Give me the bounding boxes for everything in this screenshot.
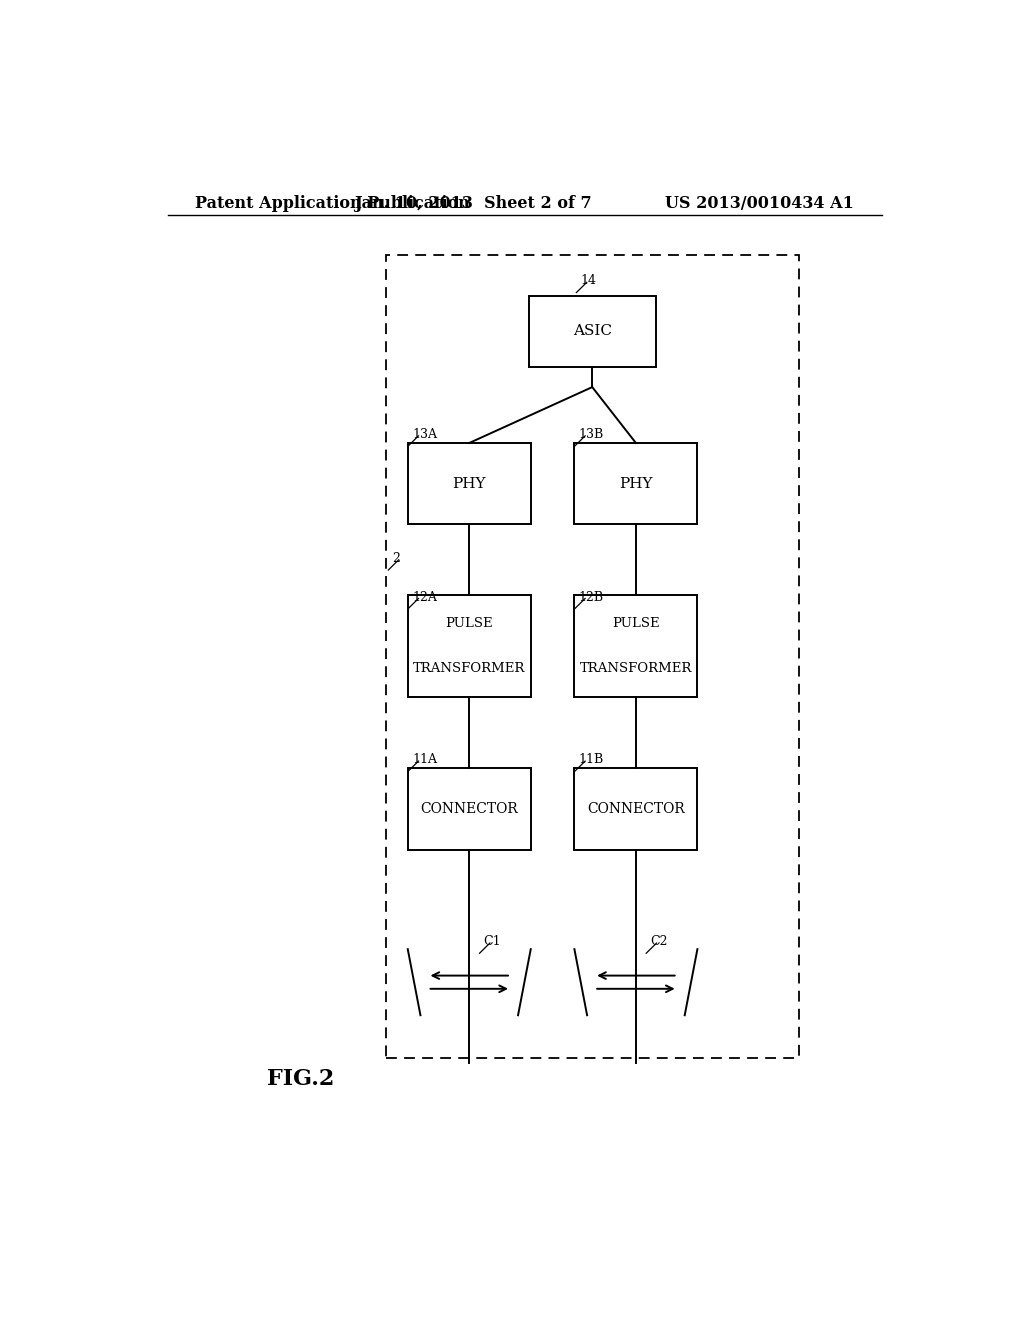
Text: CONNECTOR: CONNECTOR [421, 801, 518, 816]
Text: ASIC: ASIC [572, 325, 611, 338]
Text: C1: C1 [483, 935, 501, 948]
Text: PULSE: PULSE [445, 618, 494, 631]
Bar [408, 595, 530, 697]
Text: 2: 2 [392, 552, 400, 565]
Bar [574, 595, 697, 697]
Text: TRANSFORMER: TRANSFORMER [580, 663, 692, 675]
Text: 12A: 12A [412, 590, 437, 603]
Text: Jan. 10, 2013  Sheet 2 of 7: Jan. 10, 2013 Sheet 2 of 7 [354, 194, 592, 211]
Bar [574, 768, 697, 850]
Text: 11B: 11B [579, 754, 604, 766]
Text: C2: C2 [650, 935, 668, 948]
Text: 12B: 12B [579, 590, 604, 603]
Text: CONNECTOR: CONNECTOR [587, 801, 685, 816]
Text: 13B: 13B [579, 428, 604, 441]
Text: TRANSFORMER: TRANSFORMER [413, 663, 525, 675]
Text: 13A: 13A [412, 428, 437, 441]
Text: FIG.2: FIG.2 [267, 1068, 334, 1090]
Text: PULSE: PULSE [612, 618, 659, 631]
Bar [574, 444, 697, 524]
Text: 14: 14 [581, 275, 596, 288]
Text: Patent Application Publication: Patent Application Publication [196, 194, 470, 211]
Bar [408, 444, 530, 524]
Text: PHY: PHY [620, 477, 652, 491]
Bar [528, 296, 655, 367]
Bar [408, 768, 530, 850]
Text: PHY: PHY [453, 477, 486, 491]
Text: 11A: 11A [412, 754, 437, 766]
Text: US 2013/0010434 A1: US 2013/0010434 A1 [666, 194, 854, 211]
Bar [386, 255, 799, 1057]
